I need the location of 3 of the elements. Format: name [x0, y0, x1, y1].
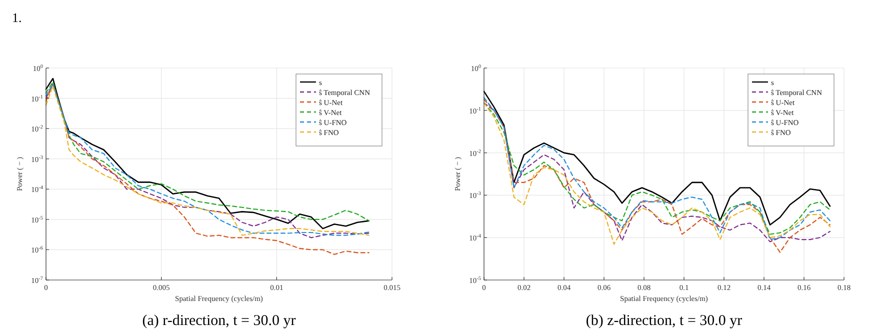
- text: (a) r-direction, t = 30.0 yr: [142, 313, 296, 329]
- text: (b) z-direction, t = 30.0 yr: [586, 313, 742, 329]
- text: 1.: [12, 10, 22, 25]
